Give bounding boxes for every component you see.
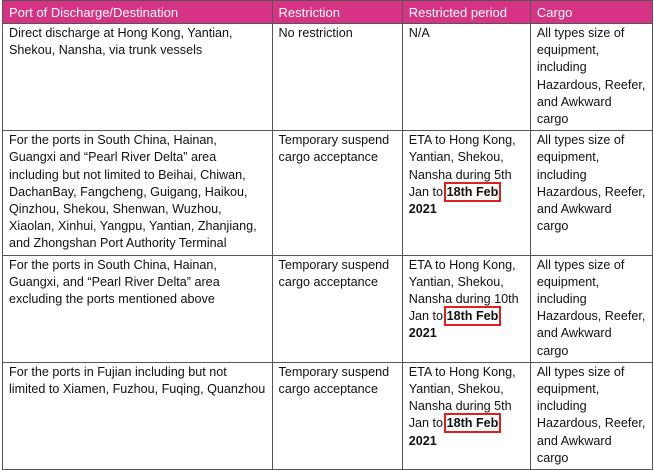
header-cargo: Cargo [529,0,654,24]
highlighted-date: 18th Feb [443,413,502,434]
header-port: Port of Discharge/Destination [2,0,273,24]
table-row: For the ports in Fujian including but no… [2,361,654,470]
port-cell: For the ports in Fujian including but no… [2,361,273,470]
period-cell: N/A [401,22,531,132]
period-text: ETA to Hong Kong, Yantian, Shekou, Nansh… [408,133,516,199]
cargo-cell: All types size of equipment, including H… [529,254,654,363]
period-year: 2021 [408,326,437,341]
cargo-cell: All types size of equipment, including H… [529,22,654,132]
period-text: ETA to Hong Kong, Yantian, Shekou, Nansh… [408,257,519,324]
table-row: For the ports in South China, Hainan, Gu… [2,254,654,363]
restriction-cell: Temporary suspend cargo acceptance [271,361,403,470]
highlighted-date: 18th Feb [443,306,502,327]
table-row: For the ports in South China, Hainan, Gu… [2,130,654,256]
period-cell: ETA to Hong Kong, Yantian, Shekou, Nansh… [401,361,531,470]
restriction-cell: No restriction [271,22,403,132]
header-restriction: Restriction [271,0,403,24]
header-period: Restricted period [401,0,531,24]
restriction-cell: Temporary suspend cargo acceptance [271,130,403,256]
restriction-cell: Temporary suspend cargo acceptance [271,254,403,363]
period-year: 2021 [408,433,437,448]
header-row: Port of Discharge/Destination Restrictio… [2,0,654,24]
cargo-cell: All types size of equipment, including H… [529,130,654,256]
period-cell: ETA to Hong Kong, Yantian, Shekou, Nansh… [401,254,531,363]
port-cell: For the ports in South China, Hainan, Gu… [2,130,273,256]
cargo-cell: All types size of equipment, including H… [529,361,654,470]
table-row: Direct discharge at Hong Kong, Yantian, … [2,22,654,132]
highlighted-date: 18th Feb [443,181,502,202]
port-cell: For the ports in South China, Hainan, Gu… [2,254,273,363]
period-cell: ETA to Hong Kong, Yantian, Shekou, Nansh… [401,130,531,256]
port-cell: Direct discharge at Hong Kong, Yantian, … [2,22,273,132]
period-year: 2021 [408,202,437,217]
